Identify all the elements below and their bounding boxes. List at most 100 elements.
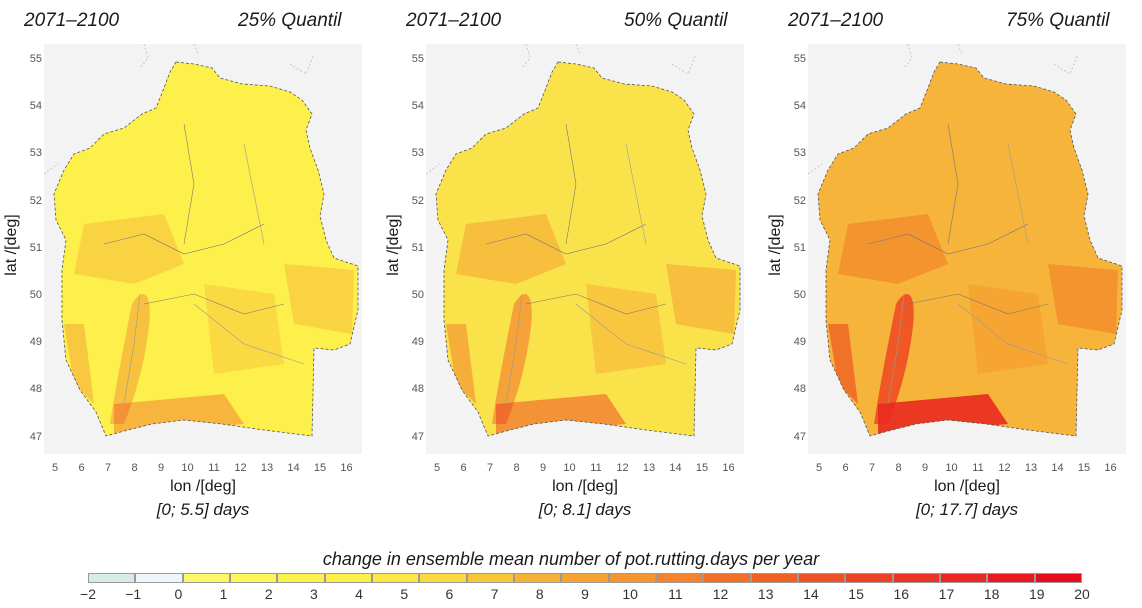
legend-tick-label: 0 <box>174 586 183 602</box>
lon-tick-label: 14 <box>669 462 682 474</box>
legend-swatch <box>229 573 278 583</box>
lat-tick-label: 54 <box>29 100 42 113</box>
lat-tick-label: 54 <box>793 100 806 113</box>
lat-tick-label: 53 <box>411 147 424 160</box>
lat-tick-label: 48 <box>411 383 424 396</box>
map-panel-3: 2071–2100 75% Quantil lat /[deg] lon /[d… <box>764 0 1134 530</box>
lon-tick-label: 7 <box>486 462 494 474</box>
lon-tick-label: 10 <box>945 462 958 474</box>
legend-swatch <box>561 573 609 583</box>
hotspot <box>284 264 354 334</box>
legend-swatch <box>419 573 467 583</box>
legend-swatch <box>135 573 183 583</box>
lat-tick-label: 48 <box>793 383 806 396</box>
lat-tick-label: 52 <box>29 194 42 207</box>
legend-title: change in ensemble mean number of pot.ru… <box>322 549 820 569</box>
lat-tick-label: 49 <box>411 336 424 349</box>
legend-tick-label: −2 <box>80 586 96 602</box>
legend-tick-label: 6 <box>445 586 454 602</box>
hotspot <box>64 324 94 404</box>
map-area <box>44 44 362 454</box>
legend-swatch <box>987 573 1035 583</box>
lat-tick-label: 55 <box>793 53 806 65</box>
map-area <box>808 44 1126 454</box>
lat-tick-label: 55 <box>411 53 424 65</box>
legend-tick-label: −1 <box>125 586 142 602</box>
lon-tick-label: 14 <box>287 462 300 474</box>
lat-tick-label: 53 <box>793 147 806 160</box>
coastline <box>426 44 697 175</box>
lon-tick-label: 16 <box>722 462 735 474</box>
value-range-label: [0; 8.1] days <box>538 500 632 519</box>
legend-swatch <box>324 573 372 583</box>
lat-tick-label: 52 <box>793 194 806 207</box>
legend-tick-label: 20 <box>1074 586 1090 602</box>
hotspot <box>874 294 914 424</box>
country-border <box>53 61 359 437</box>
lon-tick-label: 6 <box>842 462 849 474</box>
lon-tick-label: 16 <box>340 462 353 474</box>
lat-tick-label: 53 <box>29 147 42 160</box>
lat-tick-label: 47 <box>29 430 42 443</box>
region-fill <box>54 62 358 436</box>
lon-tick-label: 8 <box>513 462 520 474</box>
legend-tick-label: 9 <box>581 586 589 602</box>
color-legend <box>88 573 1082 583</box>
lat-tick-label: 52 <box>411 194 424 207</box>
legend-labels: −2 −1 0 1 2 3 4 5 6 7 8 9 10 11 12 13 14 15 16 17 18 19 20 <box>80 586 1090 606</box>
lon-tick-label: 12 <box>616 462 629 474</box>
germany-map <box>44 44 359 437</box>
lon-tick-label: 8 <box>895 462 902 474</box>
legend-swatch <box>608 573 656 583</box>
legend-tick-label: 14 <box>803 586 819 602</box>
lat-tick-label: 47 <box>411 430 424 443</box>
legend-tick-label: 12 <box>712 586 729 602</box>
map-panel-1: 2071–2100 25% Quantil lat /[deg] lon /[d… <box>0 0 370 530</box>
lon-tick-label: 7 <box>868 462 876 474</box>
lat-tick-label: 55 <box>29 53 42 65</box>
legend-swatch <box>797 573 846 583</box>
hotspot <box>1048 264 1118 334</box>
hotspot <box>204 284 284 374</box>
x-axis-label: lon /[deg] <box>934 478 1000 495</box>
country-border <box>817 61 1123 437</box>
quantile-title: 75% Quantil <box>1006 10 1110 31</box>
lat-tick-label: 49 <box>793 336 806 349</box>
legend-swatch <box>1034 573 1082 583</box>
legend-swatch <box>182 573 230 583</box>
hotspot <box>456 214 566 284</box>
period-title: 2071–2100 <box>406 10 502 31</box>
lon-tick-label: 11 <box>972 462 984 474</box>
legend-tick-label: 3 <box>310 586 318 602</box>
lat-tick-label: 54 <box>411 100 424 113</box>
y-axis-label: lat /[deg] <box>385 214 402 276</box>
legend-swatch <box>892 573 940 583</box>
lon-tick-label: 8 <box>131 462 138 474</box>
lat-tick-label: 51 <box>29 241 42 254</box>
state-borders <box>103 123 285 315</box>
lon-tick-label: 5 <box>51 462 59 474</box>
y-axis-label: lat /[deg] <box>3 214 20 276</box>
lon-tick-label: 15 <box>1077 462 1091 474</box>
legend-tick-label: 13 <box>757 586 774 602</box>
legend-tick-label: 19 <box>1029 586 1045 602</box>
lon-tick-label: 16 <box>1104 462 1117 474</box>
hotspot <box>110 294 150 424</box>
hotspot <box>74 214 184 284</box>
lat-tick-label: 48 <box>29 383 42 396</box>
lat-tick-label: 49 <box>29 336 42 349</box>
hotspot <box>446 324 476 404</box>
rivers <box>123 143 305 405</box>
lon-tick-label: 10 <box>563 462 576 474</box>
lon-tick-label: 12 <box>234 462 247 474</box>
legend-tick-label: 17 <box>938 586 955 602</box>
hotspot <box>492 294 532 424</box>
legend-swatch <box>939 573 988 583</box>
legend-tick-label: 15 <box>848 586 864 602</box>
x-axis-label: lon /[deg] <box>170 478 236 495</box>
lon-tick-label: 9 <box>539 462 547 474</box>
y-axis-label: lat /[deg] <box>767 214 784 276</box>
legend-swatch <box>845 573 893 583</box>
coastline <box>808 44 1079 175</box>
lat-tick-label: 50 <box>29 289 42 301</box>
